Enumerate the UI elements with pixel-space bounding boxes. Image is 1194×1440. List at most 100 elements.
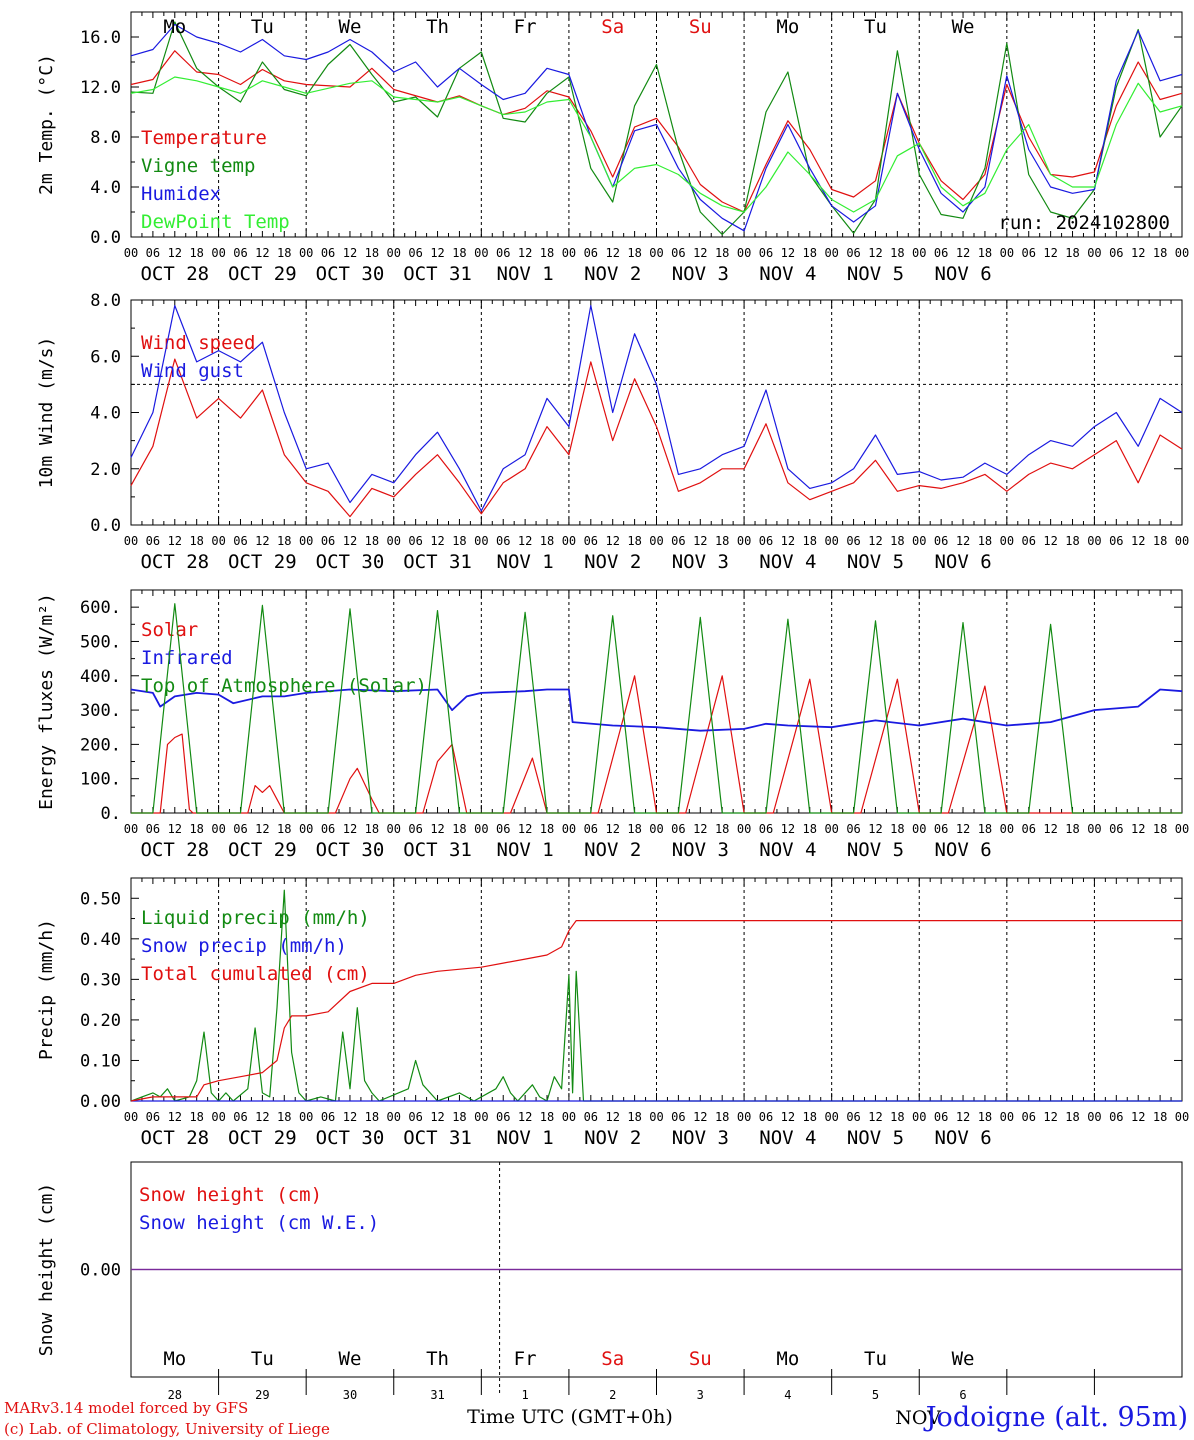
x-tick-label: 00 bbox=[912, 822, 926, 836]
day-name-label: Su bbox=[689, 16, 712, 38]
x-date-label: OCT 31 bbox=[403, 1127, 472, 1149]
x-date-label: NOV 2 bbox=[584, 1127, 641, 1149]
x-tick-label: 18 bbox=[978, 246, 992, 260]
x-tick-label: 12 bbox=[168, 822, 182, 836]
x-tick-label: 00 bbox=[1087, 534, 1101, 548]
x-date-label: NOV 3 bbox=[672, 1127, 729, 1149]
x-tick-label: 00 bbox=[1175, 534, 1189, 548]
y-tick-label: 200. bbox=[80, 735, 121, 755]
day-name-label: We bbox=[339, 1348, 362, 1370]
y-tick-label: 0.30 bbox=[80, 970, 121, 990]
x-tick-label: 06 bbox=[1022, 246, 1036, 260]
x-tick-label: 06 bbox=[846, 246, 860, 260]
x-tick-label: 06 bbox=[671, 822, 685, 836]
day-name-label: Tu bbox=[251, 16, 274, 38]
x-tick-label: 18 bbox=[365, 534, 379, 548]
panel-1: 00 06 12 18 00 06 12 18 00 06 12 18 00 06 12 18 00 06 12 18… bbox=[36, 11, 1189, 285]
x-tick-label: 18 bbox=[1065, 246, 1079, 260]
x-date-label: NOV 1 bbox=[497, 263, 554, 285]
x-tick-label: 18 bbox=[803, 822, 817, 836]
x-tick-label: 00 bbox=[912, 1110, 926, 1124]
x-tick-label: 12 bbox=[255, 822, 269, 836]
y-tick-label: 0.40 bbox=[80, 930, 121, 950]
x-date-label: NOV 6 bbox=[934, 839, 991, 861]
x-date-label: NOV 6 bbox=[934, 551, 991, 573]
x-tick-label: 06 bbox=[146, 534, 160, 548]
x-tick-label: 00 bbox=[562, 822, 576, 836]
x-date-label: OCT 28 bbox=[140, 263, 209, 285]
x-tick-label: 12 bbox=[956, 1110, 970, 1124]
x-tick-label: 18 bbox=[715, 822, 729, 836]
x-tick-label: 00 bbox=[649, 822, 663, 836]
x-tick-label: 18 bbox=[277, 822, 291, 836]
x-tick-label: 18 bbox=[540, 246, 554, 260]
x-tick-label: 12 bbox=[868, 1110, 882, 1124]
x-tick-label: 00 bbox=[211, 246, 225, 260]
x-tick-label: 18 bbox=[890, 822, 904, 836]
legend-entry: Vigne temp bbox=[141, 155, 255, 177]
legend-entry: Solar bbox=[141, 619, 198, 641]
x-tick-label: 12 bbox=[781, 822, 795, 836]
y-tick-label: 0.00 bbox=[80, 1092, 121, 1112]
panel-4: 00 06 12 18 00 06 12 18 00 06 12 18 00 06 12 18 00 06 12 18… bbox=[36, 877, 1189, 1149]
legend-entry: Top of Atmosphere (Solar) bbox=[141, 675, 427, 697]
day-number-label: 4 bbox=[784, 1388, 791, 1402]
y-tick-label: 600. bbox=[80, 598, 121, 618]
x-tick-label: 00 bbox=[1175, 246, 1189, 260]
x-tick-label: 00 bbox=[737, 534, 751, 548]
x-tick-label: 12 bbox=[956, 246, 970, 260]
x-tick-label: 00 bbox=[824, 1110, 838, 1124]
legend-entry: Snow precip (mm/h) bbox=[141, 935, 347, 957]
x-tick-label: 06 bbox=[846, 822, 860, 836]
x-tick-label: 18 bbox=[890, 534, 904, 548]
day-name-label: Tu bbox=[864, 1348, 887, 1370]
x-tick-label: 00 bbox=[737, 822, 751, 836]
x-tick-label: 18 bbox=[365, 1110, 379, 1124]
x-tick-label: 18 bbox=[627, 822, 641, 836]
x-tick-label: 00 bbox=[1000, 1110, 1014, 1124]
x-tick-label: 00 bbox=[387, 246, 401, 260]
x-tick-label: 12 bbox=[343, 1110, 357, 1124]
x-tick-label: 18 bbox=[627, 1110, 641, 1124]
x-tick-label: 18 bbox=[1065, 1110, 1079, 1124]
x-tick-label: 12 bbox=[518, 1110, 532, 1124]
x-date-label: NOV 2 bbox=[584, 263, 641, 285]
x-date-label: NOV 3 bbox=[672, 839, 729, 861]
x-date-label: NOV 1 bbox=[497, 551, 554, 573]
day-name-label: We bbox=[952, 16, 975, 38]
y-tick-label: 500. bbox=[80, 632, 121, 652]
x-date-label: NOV 5 bbox=[847, 263, 904, 285]
x-tick-label: 00 bbox=[1000, 822, 1014, 836]
x-tick-label: 06 bbox=[934, 534, 948, 548]
y-tick-label: 0.0 bbox=[90, 228, 121, 248]
x-tick-label: 00 bbox=[211, 1110, 225, 1124]
x-tick-label: 00 bbox=[1000, 534, 1014, 548]
y-tick-label: 4.0 bbox=[90, 404, 121, 424]
x-tick-label: 00 bbox=[299, 822, 313, 836]
x-tick-label: 12 bbox=[430, 534, 444, 548]
x-date-label: NOV 5 bbox=[847, 1127, 904, 1149]
panel-2: 00 06 12 18 00 06 12 18 00 06 12 18 00 06 12 18 00 06 12 18… bbox=[36, 291, 1189, 573]
x-tick-label: 00 bbox=[1087, 1110, 1101, 1124]
y-tick-label: 8.0 bbox=[90, 291, 121, 311]
x-tick-label: 00 bbox=[299, 246, 313, 260]
x-tick-label: 00 bbox=[562, 1110, 576, 1124]
x-tick-label: 12 bbox=[343, 822, 357, 836]
x-tick-label: 18 bbox=[365, 822, 379, 836]
x-tick-label: 12 bbox=[430, 822, 444, 836]
x-tick-label: 18 bbox=[803, 1110, 817, 1124]
x-tick-label: 06 bbox=[1022, 534, 1036, 548]
x-tick-label: 00 bbox=[562, 534, 576, 548]
x-tick-label: 12 bbox=[518, 822, 532, 836]
x-tick-label: 18 bbox=[978, 534, 992, 548]
y-tick-label: 8.0 bbox=[90, 128, 121, 148]
x-tick-label: 00 bbox=[474, 246, 488, 260]
x-tick-label: 12 bbox=[781, 1110, 795, 1124]
x-date-label: OCT 31 bbox=[403, 263, 472, 285]
x-date-label: OCT 29 bbox=[228, 839, 297, 861]
day-number-label: 5 bbox=[872, 1388, 879, 1402]
y-tick-label: 0.50 bbox=[80, 889, 121, 909]
y-tick-label: 6.0 bbox=[90, 347, 121, 367]
x-date-label: OCT 29 bbox=[228, 1127, 297, 1149]
